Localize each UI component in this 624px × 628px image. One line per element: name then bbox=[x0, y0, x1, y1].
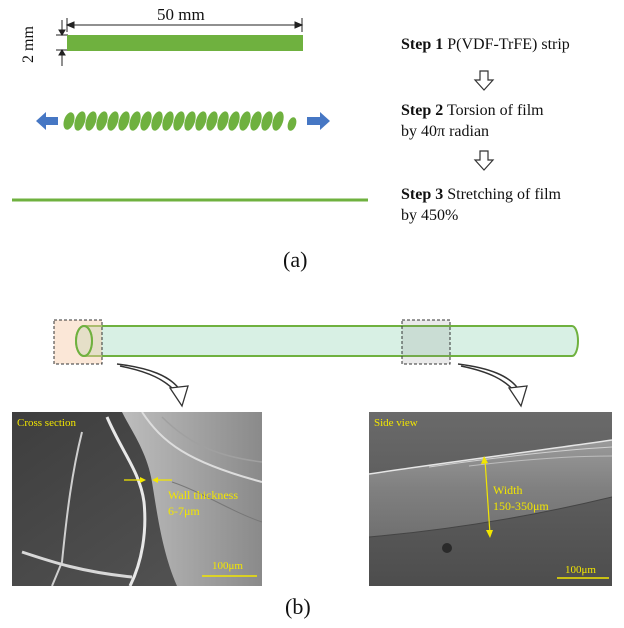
side-view-title: Side view bbox=[374, 417, 418, 429]
twisted-film bbox=[63, 111, 297, 131]
sem-side-view-texture bbox=[369, 412, 612, 586]
cross-section-title: Cross section bbox=[17, 417, 76, 429]
width-label: 2 mm bbox=[20, 26, 37, 63]
left-scale-bar-label: 100μm bbox=[212, 560, 243, 572]
sem-cross-section-texture bbox=[12, 412, 262, 586]
down-arrow-icon bbox=[473, 70, 495, 91]
length-label: 50 mm bbox=[157, 5, 205, 24]
fiber-tube bbox=[83, 325, 579, 357]
step-2: Step 2 Torsion of film by 40π radian bbox=[401, 102, 544, 140]
sem-side-view-image: Side view Width 150-350μm 100μm bbox=[369, 412, 612, 586]
side-view-highlight bbox=[401, 319, 451, 365]
panel-b-caption: (b) bbox=[285, 594, 311, 619]
step-1: Step 1 P(VDF-TrFE) strip bbox=[401, 36, 570, 53]
panel-a-caption: (a) bbox=[283, 247, 308, 272]
panel-b-graphics bbox=[53, 319, 579, 408]
width-dimension bbox=[56, 20, 68, 66]
right-scale-bar-label: 100μm bbox=[565, 564, 596, 576]
zoom-arrow-right-icon bbox=[457, 363, 528, 408]
down-arrow-icon bbox=[473, 150, 495, 171]
wall-thickness-label: Wall thickness 6-7μm bbox=[168, 488, 239, 518]
right-pull-arrow-icon bbox=[307, 112, 330, 130]
width-label: Width 150-350μm bbox=[493, 483, 549, 513]
panel-a-graphics bbox=[12, 18, 368, 202]
left-pull-arrow-icon bbox=[36, 112, 58, 130]
length-dimension bbox=[65, 18, 304, 32]
zoom-arrow-left-icon bbox=[116, 363, 189, 408]
step-3: Step 3 Stretching of film by 450% bbox=[401, 186, 561, 224]
sem-cross-section-image: Cross section Wall thickness 6-7μm 100μm bbox=[12, 412, 262, 586]
cross-section-highlight bbox=[53, 319, 103, 365]
pvdf-strip bbox=[67, 35, 303, 51]
